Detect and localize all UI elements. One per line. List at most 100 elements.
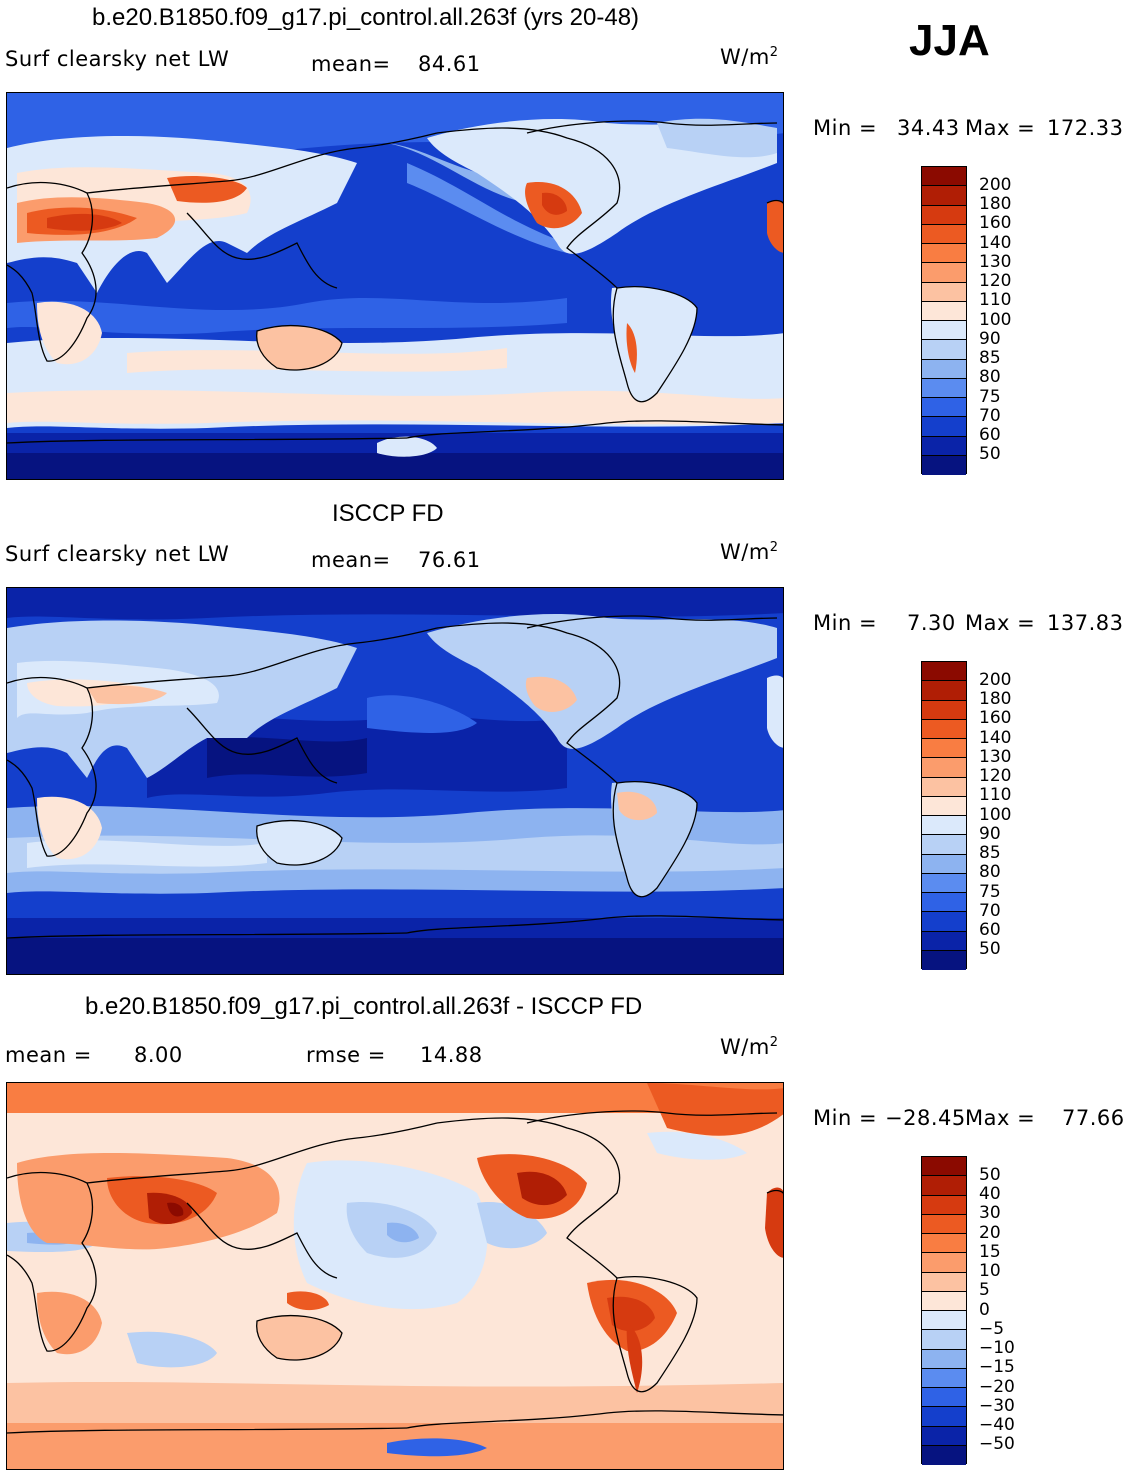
colorbar-tick-label: 110 <box>979 290 1012 311</box>
colorbar-swatch <box>922 662 966 682</box>
colorbar-swatch <box>922 244 966 264</box>
colorbar-swatch <box>922 796 966 816</box>
colorbar-tick-label: 50 <box>979 444 1001 465</box>
colorbar-tick-label: −5 <box>979 1318 1005 1339</box>
colorbar-swatch <box>922 1407 966 1427</box>
colorbar-tick-label: 180 <box>979 689 1012 709</box>
colorbar-swatch <box>922 681 966 701</box>
colorbar-swatch <box>922 1445 966 1465</box>
panel1-mean-label: mean= <box>311 52 391 76</box>
colorbar-tick-label: 110 <box>979 785 1012 806</box>
colorbar-swatch <box>922 359 966 379</box>
colorbar-swatch <box>922 1195 966 1215</box>
colorbar-swatch <box>922 816 966 836</box>
colorbar-swatch <box>922 301 966 321</box>
colorbar-swatch <box>922 950 966 970</box>
colorbar-swatch <box>922 398 966 418</box>
panel1-title: b.e20.B1850.f09_g17.pi_control.all.263f … <box>92 4 640 31</box>
colorbar-swatch <box>922 282 966 302</box>
panel3-rmse-label: rmse = <box>306 1043 386 1067</box>
colorbar-tick-label: 160 <box>979 708 1012 729</box>
panel2-min-label: Min = <box>813 611 878 635</box>
colorbar-tick-label: 80 <box>979 367 1001 388</box>
colorbar-tick-label: 90 <box>979 328 1001 349</box>
colorbar-tick-label: 5 <box>979 1280 990 1301</box>
panel3-map <box>6 1082 784 1470</box>
colorbar-tick-label: 0 <box>979 1299 990 1320</box>
panel1-mean-value: 84.61 <box>418 52 481 76</box>
panel3-mean-value: 8.00 <box>134 1043 183 1067</box>
panel3-mean-label: mean = <box>5 1043 92 1067</box>
colorbar-tick-label: 40 <box>979 1184 1001 1204</box>
colorbar-tick-label: −15 <box>979 1357 1015 1378</box>
colorbar-tick-label: 75 <box>979 881 1001 902</box>
colorbar-swatch <box>922 455 966 475</box>
colorbar-tick-label: 80 <box>979 862 1001 883</box>
colorbar-swatch <box>922 719 966 739</box>
panel2-mean-label: mean= <box>311 548 391 572</box>
colorbar-swatch <box>922 777 966 797</box>
colorbar-swatch <box>922 700 966 720</box>
colorbar-tick-label: 120 <box>979 271 1012 291</box>
colorbar-swatch <box>922 739 966 759</box>
panel3-colorbar <box>921 1156 967 1465</box>
colorbar-tick-label: 10 <box>979 1261 1001 1281</box>
colorbar-tick-label: 100 <box>979 804 1012 825</box>
colorbar-tick-label: −30 <box>979 1395 1015 1416</box>
colorbar-tick-label: 60 <box>979 425 1001 445</box>
colorbar-tick-label: −20 <box>979 1376 1015 1397</box>
colorbar-swatch <box>922 340 966 360</box>
colorbar-swatch <box>922 1349 966 1369</box>
colorbar-swatch <box>922 835 966 855</box>
colorbar-tick-label: −40 <box>979 1415 1015 1435</box>
colorbar-tick-label: 85 <box>979 843 1001 863</box>
panel2-mean-value: 76.61 <box>418 548 481 572</box>
colorbar-tick-label: 130 <box>979 746 1012 767</box>
panel3-min-label: Min = <box>813 1106 878 1130</box>
panel1-map <box>6 92 784 480</box>
panel2-min-value: 7.30 <box>907 611 956 635</box>
colorbar-tick-label: −50 <box>979 1434 1015 1455</box>
colorbar-tick-label: 90 <box>979 823 1001 844</box>
panel1-units: W/m2 <box>720 45 779 69</box>
colorbar-tick-label: 50 <box>979 1164 1001 1185</box>
colorbar-swatch <box>922 931 966 951</box>
colorbar-tick-label: 60 <box>979 920 1001 940</box>
colorbar-swatch <box>922 1291 966 1311</box>
colorbar-tick-label: 130 <box>979 251 1012 272</box>
colorbar-swatch <box>922 873 966 893</box>
panel3-units: W/m2 <box>720 1035 779 1059</box>
colorbar-tick-label: 120 <box>979 766 1012 786</box>
colorbar-swatch <box>922 1311 966 1331</box>
season-label: JJA <box>909 16 990 65</box>
colorbar-tick-label: 75 <box>979 386 1001 407</box>
colorbar-tick-label: 70 <box>979 405 1001 426</box>
colorbar-tick-label: −10 <box>979 1338 1015 1358</box>
colorbar-swatch <box>922 1176 966 1196</box>
colorbar-tick-label: 85 <box>979 348 1001 368</box>
colorbar-swatch <box>922 1157 966 1177</box>
colorbar-swatch <box>922 912 966 932</box>
colorbar-swatch <box>922 186 966 206</box>
colorbar-swatch <box>922 1234 966 1254</box>
panel1-max-label: Max = <box>965 116 1036 140</box>
panel3-rmse-value: 14.88 <box>420 1043 483 1067</box>
colorbar-swatch <box>922 205 966 225</box>
colorbar-swatch <box>922 321 966 341</box>
colorbar-tick-label: 50 <box>979 939 1001 960</box>
colorbar-tick-label: 30 <box>979 1203 1001 1224</box>
colorbar-swatch <box>922 224 966 244</box>
colorbar-swatch <box>922 1214 966 1234</box>
colorbar-swatch <box>922 1426 966 1446</box>
panel1-min-label: Min = <box>813 116 878 140</box>
panel2-colorbar <box>921 661 967 970</box>
colorbar-swatch <box>922 378 966 398</box>
colorbar-tick-label: 140 <box>979 727 1012 748</box>
colorbar-swatch <box>922 1388 966 1408</box>
colorbar-tick-label: 70 <box>979 900 1001 921</box>
panel3-min-value: −28.45 <box>885 1106 966 1130</box>
colorbar-swatch <box>922 417 966 437</box>
panel2-variable-label: Surf clearsky net LW <box>5 542 230 566</box>
panel2-max-label: Max = <box>965 611 1036 635</box>
colorbar-swatch <box>922 436 966 456</box>
